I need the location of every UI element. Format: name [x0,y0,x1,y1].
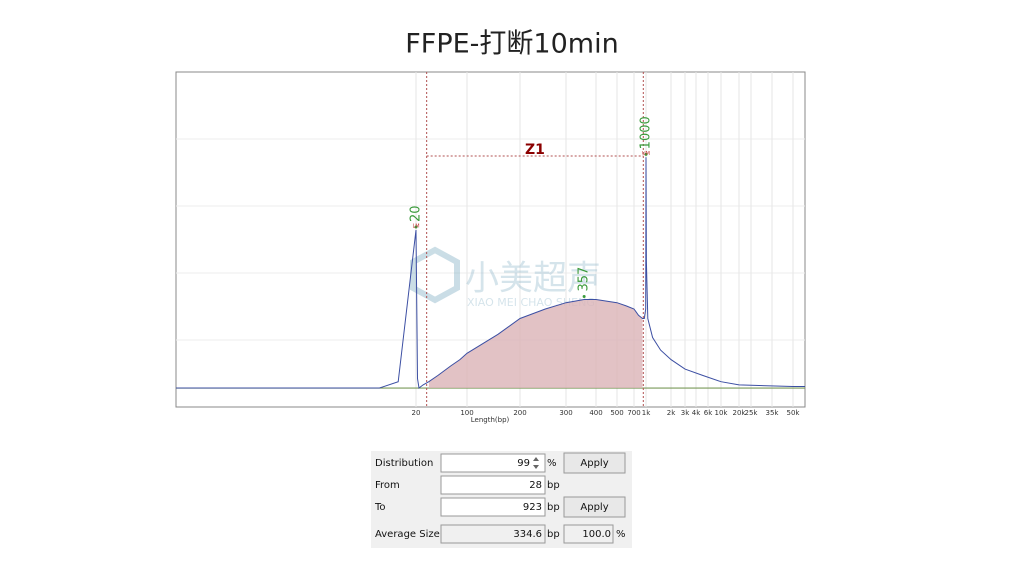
field-value: 334.6 [513,529,542,540]
area-fill [428,299,643,389]
value-box[interactable] [440,497,546,517]
x-tick-label: 700 [627,409,640,417]
extra-unit: % [616,529,626,540]
x-tick-label: 20k [733,409,747,417]
peak-label: 357 [577,267,592,292]
x-tick-label: 35k [766,409,780,417]
x-tick-label: 200 [513,409,526,417]
peak-tag: UM [642,151,650,157]
field-value: 923 [523,502,542,513]
peak-marker [582,295,586,299]
x-tick-label: 4k [692,409,701,417]
extra-value: 100.0 [582,529,611,540]
x-tick-label: 6k [704,409,713,417]
field-unit: bp [547,480,560,491]
apply-label: Apply [580,502,608,513]
x-tick-label: 300 [559,409,572,417]
field-label: From [375,480,400,491]
field-value: 99 [517,458,530,469]
field-label: Average Size [375,529,440,540]
region-label: Z1 [525,142,545,158]
x-tick-label: 50k [787,409,801,417]
value-box[interactable] [440,453,546,473]
peak-label: 1000 [639,116,654,149]
field-label: Distribution [375,458,433,469]
x-tick-label: 1k [642,409,651,417]
peak-marker [644,152,648,156]
spinner[interactable] [533,457,539,469]
x-tick-label: 100 [460,409,473,417]
x-tick-label: 3k [681,409,690,417]
chart-title: FFPE-打断10min [405,29,618,60]
peak-label: 20 [409,205,424,222]
extra-box [563,524,614,544]
x-tick-label: 10k [715,409,729,417]
watermark-logo [410,246,460,304]
field-value: 28 [529,480,542,491]
x-tick-label: 400 [589,409,602,417]
x-tick-label: 25k [745,409,759,417]
trace [176,157,805,389]
apply-button[interactable] [563,452,626,474]
field-label: To [374,502,386,513]
x-tick-label: 500 [610,409,623,417]
field-unit: bp [547,529,560,540]
apply-button[interactable] [563,496,626,518]
peak-marker [414,225,418,229]
x-tick-label: 2k [667,409,676,417]
peak-tag: LM [412,224,419,230]
x-axis-label: Length(bp) [471,416,510,424]
value-box [440,524,546,544]
x-tick-label: 20 [412,409,421,417]
field-unit: % [547,458,557,469]
apply-label: Apply [580,458,608,469]
field-unit: bp [547,502,560,513]
watermark-title: 小美超声 [465,259,601,299]
value-box[interactable] [440,475,546,495]
